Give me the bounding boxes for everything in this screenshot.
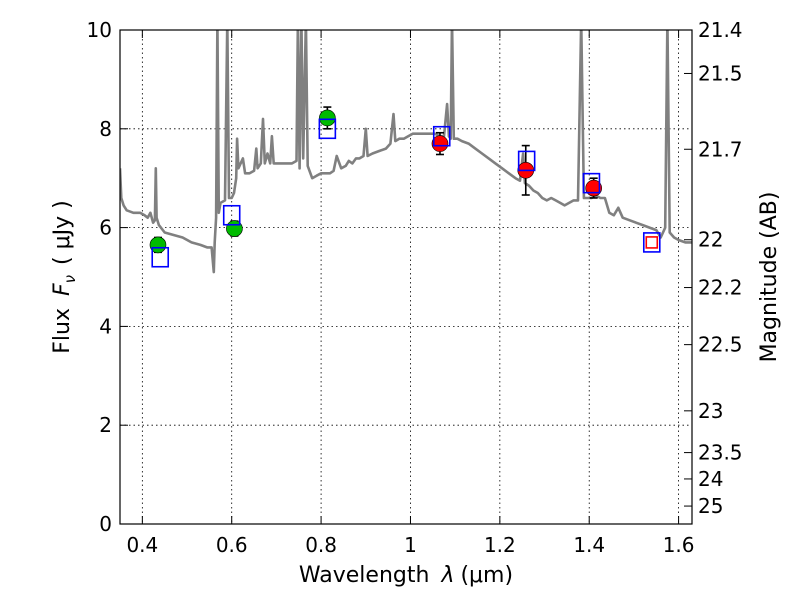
model-photometry-box (151, 246, 170, 268)
model-photometry-box (222, 204, 241, 226)
model-photometry-box (582, 172, 601, 194)
y-tick-label: 6 (99, 216, 112, 240)
model-photometry-box (318, 118, 337, 140)
x-tick-label: 0.8 (305, 533, 337, 557)
optical-data-point (319, 109, 336, 127)
plot-frame (119, 29, 693, 525)
x-tick-label: 1 (404, 533, 417, 557)
y2-tick-label: 23 (698, 399, 723, 423)
template-spectrum-line (120, 30, 692, 274)
y-tick-label: 8 (99, 117, 112, 141)
x-tick-label: 1.4 (573, 533, 605, 557)
optical-data-point (149, 236, 167, 254)
nir-data-point (431, 135, 449, 152)
y-tick-label: 0 (99, 512, 112, 536)
model-photometry-box (432, 125, 451, 147)
y2-tick-label: 21.4 (698, 18, 743, 42)
x-tick-label: 1.2 (484, 533, 516, 557)
y2-tick-label: 24 (698, 467, 723, 491)
template-spectrum (120, 30, 692, 274)
model-photometry-box (517, 150, 536, 172)
y2-tick-label: 21.7 (698, 137, 743, 161)
y-axis-label: FluxFν( μJy ) (50, 200, 79, 353)
y2-tick-label: 25 (698, 494, 723, 518)
y2-axis-label: Magnitude (AB) (757, 192, 782, 363)
y2-tick-label: 22.2 (698, 276, 743, 300)
x-tick-label: 0.6 (216, 533, 248, 557)
photometry-points (149, 106, 661, 268)
y-tick-label: 10 (87, 18, 112, 42)
y-tick-label: 2 (99, 413, 112, 437)
x-tick-label: 1.6 (663, 533, 695, 557)
y2-tick-label: 21.5 (698, 61, 743, 85)
upper-limit-marker (645, 236, 659, 249)
x-tick-label: 0.4 (126, 533, 158, 557)
y2-tick-label: 23.5 (698, 441, 743, 465)
x-axis-label: Wavelength λ (μm) (299, 563, 513, 588)
grid-lines (120, 29, 692, 525)
y2-tick-label: 22 (698, 228, 723, 252)
y2-tick-label: 22.5 (698, 333, 743, 357)
y-tick-label: 4 (99, 314, 112, 338)
model-photometry-box (642, 232, 661, 253)
